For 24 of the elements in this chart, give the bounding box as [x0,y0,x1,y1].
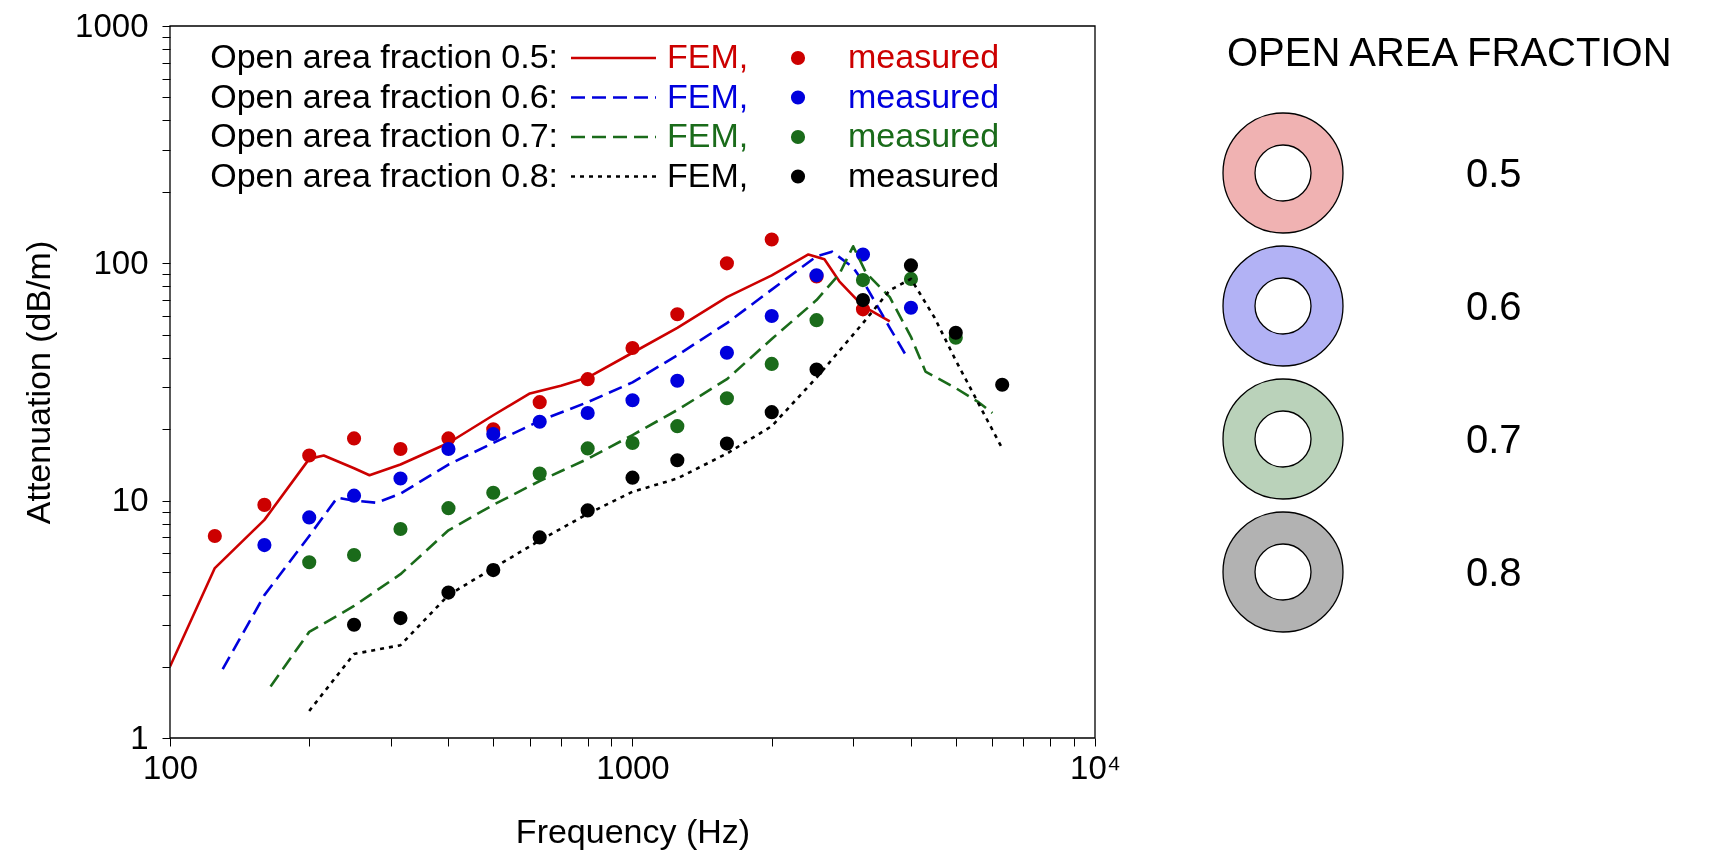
legend-label: FEM, [667,155,749,194]
x-tick-label: 1000 [596,748,670,786]
y-tick-label: 1000 [75,6,149,44]
annotation: Open area fraction 0.6: [210,76,558,115]
annotation: Open area fraction 0.7: [210,116,558,154]
annotation: Open area fraction 0.8: [210,155,558,194]
annotation: Open area fraction 0.5: [210,37,558,75]
text: OPEN AREA FRACTION [1227,30,1672,74]
legend-label: FEM, [667,116,749,154]
y-axis-title: Attenuation (dB/m) [19,240,58,525]
y-tick-label: 10 [111,481,149,519]
text: 0.6 [1466,284,1522,328]
text: 0.5 [1466,151,1522,195]
text: 0.8 [1466,550,1522,594]
x-tick-label: 10⁴ [1070,748,1121,786]
legend-label: measured [848,116,1000,154]
legend-label: FEM, [667,76,749,115]
legend-label: FEM, [667,37,749,75]
legend-label: measured [848,37,1000,75]
y-tick-label: 100 [93,243,149,281]
x-axis-title: Frequency (Hz) [515,811,751,850]
legend-label: measured [848,76,1000,115]
legend-label: measured [848,155,1000,194]
text: 0.7 [1466,417,1522,461]
